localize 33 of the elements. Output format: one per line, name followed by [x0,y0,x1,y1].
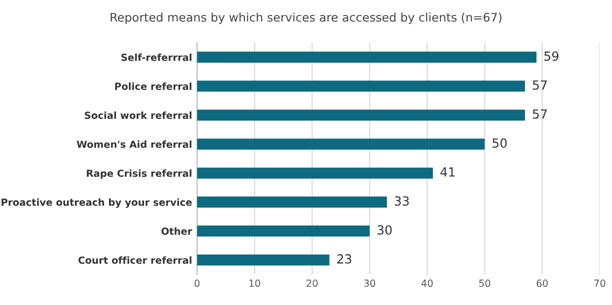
bar [197,226,370,237]
x-tick-label: 60 [536,280,548,287]
data-label: 41 [440,167,455,177]
bar [197,80,525,92]
bar [197,52,536,63]
bar [197,138,485,150]
y-tick-label: Social work referral [84,111,192,119]
data-label: 33 [394,196,409,206]
x-tick-label: 10 [249,280,260,287]
y-tick-label: Proactive outreach by your service [2,198,192,208]
data-label: 23 [337,254,352,264]
data-label: 57 [532,80,547,90]
data-label: 30 [378,225,392,235]
x-tick-label: 70 [594,280,606,287]
chart-title: Reported means by which services are accessed by clients (n=67) [110,12,502,24]
bar [197,168,433,179]
x-tick-label: 30 [364,280,376,287]
x-tick-label: 20 [306,280,318,287]
x-tick-label: 40 [421,280,433,287]
bar [197,196,387,208]
y-tick-label: Rape Crisis referral [86,169,192,179]
y-tick-label: Self-referrral [121,53,192,62]
y-tick-label: Court officer referral [78,256,192,264]
data-label: 50 [492,138,507,148]
y-tick-label: Police referral [115,82,192,90]
y-tick-label: Other [161,227,192,235]
data-label: 59 [544,51,558,61]
data-label: 57 [532,109,547,119]
bar [197,254,330,266]
bar [197,110,525,121]
y-tick-label: Women's Aid referral [76,140,192,148]
x-tick-label: 50 [479,280,490,287]
x-tick-label: 0 [194,280,200,287]
